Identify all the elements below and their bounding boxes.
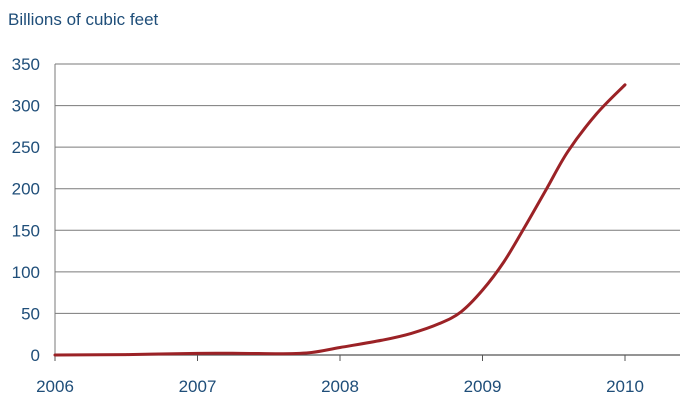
axes [54,64,680,361]
series-line-0 [53,83,627,357]
x-tick-label-2010: 2010 [606,377,644,396]
y-tick-label-150: 150 [12,221,40,240]
x-tick-label-2007: 2007 [179,377,217,396]
y-tick-label-350: 350 [12,55,40,74]
y-tick-label-100: 100 [12,263,40,282]
y-tick-labels: 0 50 100 150 200 250 300 350 [12,55,40,365]
x-tick-labels: 2006 2007 2008 2009 2010 [36,377,644,396]
y-tick-label-250: 250 [12,138,40,157]
y-tick-label-200: 200 [12,180,40,199]
x-tick-label-2008: 2008 [321,377,359,396]
series-group [53,83,627,357]
gridlines [55,63,680,314]
x-tick-label-2009: 2009 [464,377,502,396]
y-axis-title: Billions of cubic feet [8,10,159,29]
y-tick-label-50: 50 [21,304,40,323]
y-tick-label-0: 0 [31,346,40,365]
y-tick-label-300: 300 [12,97,40,116]
x-tick-label-2006: 2006 [36,377,74,396]
